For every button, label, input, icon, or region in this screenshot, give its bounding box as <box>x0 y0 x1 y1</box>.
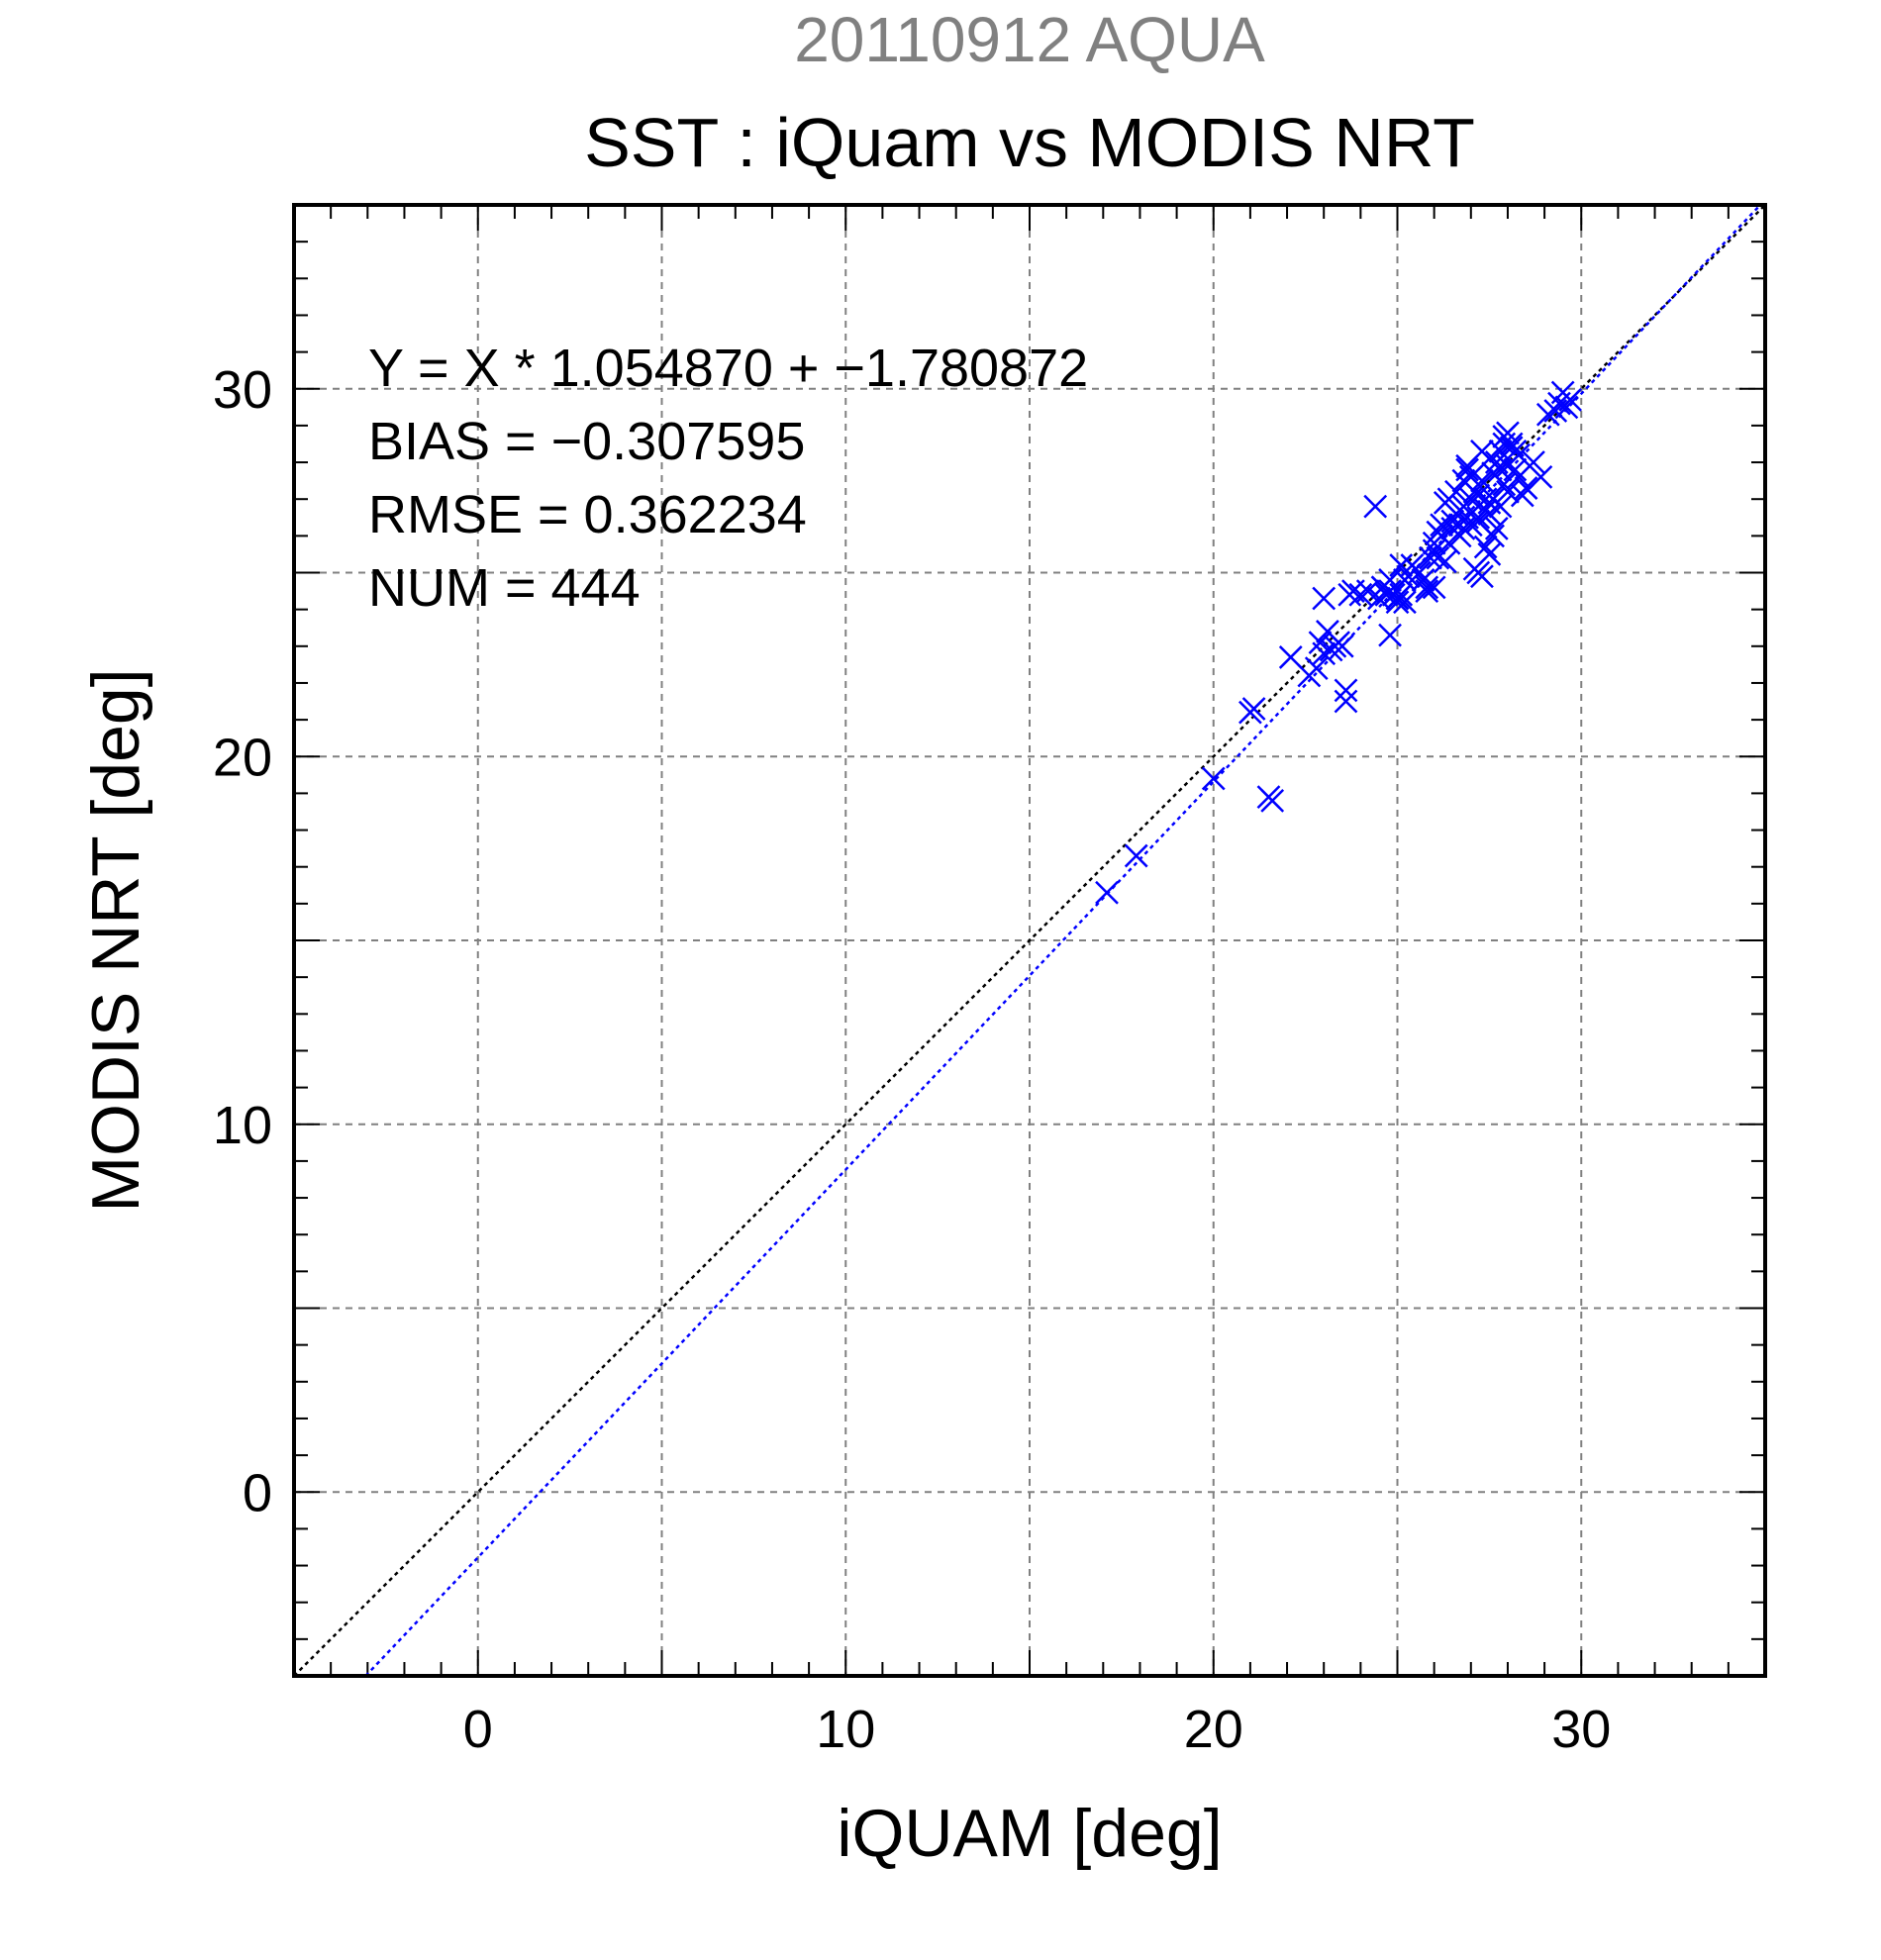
data-point <box>1095 880 1119 905</box>
data-point <box>1522 450 1545 474</box>
data-point <box>1426 520 1450 544</box>
data-point <box>1507 442 1531 467</box>
num-label: NUM = 444 <box>368 558 641 618</box>
data-point <box>1458 465 1483 489</box>
data-point <box>1355 579 1380 603</box>
data-point <box>1201 766 1226 791</box>
data-point <box>1422 575 1446 600</box>
data-point <box>1260 788 1285 813</box>
data-point <box>1492 472 1517 497</box>
data-point <box>1415 579 1439 603</box>
identity-line <box>293 204 1766 1677</box>
regression-line <box>364 204 1761 1677</box>
data-point <box>1415 575 1439 600</box>
data-point <box>1529 465 1553 489</box>
x-tick-label: 30 <box>1551 1700 1611 1759</box>
y-tick-label: 0 <box>243 1463 272 1522</box>
data-point <box>1477 502 1502 526</box>
data-point <box>1510 483 1534 508</box>
regression-equation: Y = X * 1.054870 + −1.780872 <box>368 339 1088 398</box>
x-tick-label: 20 <box>1184 1700 1243 1759</box>
data-point <box>1440 509 1465 534</box>
rmse-label: RMSE = 0.362234 <box>368 485 807 544</box>
reference-lines <box>293 204 1766 1677</box>
data-point <box>1473 535 1498 559</box>
data-point <box>1484 517 1509 540</box>
data-point <box>1312 586 1336 611</box>
data-point <box>1462 479 1487 504</box>
data-point <box>1466 509 1491 534</box>
data-point <box>1312 641 1336 666</box>
plot-frame <box>292 203 1767 1678</box>
tick-labels: 0 10 20 30 0 10 20 30 <box>213 360 1611 1759</box>
minor-ticks <box>294 205 1765 1676</box>
data-point <box>1455 457 1479 482</box>
data-point <box>1334 689 1358 714</box>
data-point <box>1378 623 1402 647</box>
data-point <box>1385 586 1410 611</box>
data-point <box>1436 487 1461 512</box>
data-point <box>1470 564 1494 589</box>
data-point <box>1334 678 1358 703</box>
x-axis-label: iQUAM [deg] <box>837 1796 1222 1871</box>
chart-title: SST : iQuam vs MODIS NRT <box>584 104 1475 181</box>
data-point <box>1389 553 1414 577</box>
data-point <box>1124 843 1148 868</box>
y-axis-label: MODIS NRT [deg] <box>78 668 153 1212</box>
data-point <box>1481 487 1505 512</box>
data-point <box>1514 476 1538 500</box>
data-point <box>1241 697 1266 721</box>
data-point <box>1558 388 1582 412</box>
data-point <box>1348 582 1373 607</box>
data-point <box>1330 634 1354 658</box>
data-point <box>1304 656 1329 680</box>
y-tick-label: 10 <box>213 1096 272 1155</box>
data-point <box>1496 479 1520 504</box>
data-point <box>1393 590 1417 615</box>
x-tick-label: 0 <box>463 1700 493 1759</box>
data-point <box>1426 545 1450 570</box>
data-point <box>1496 421 1520 445</box>
data-point <box>1378 568 1402 592</box>
x-tick-label: 10 <box>816 1700 875 1759</box>
data-point <box>1503 457 1528 482</box>
grid <box>294 205 1765 1676</box>
data-point <box>1554 395 1579 420</box>
data-point <box>1451 517 1476 540</box>
y-tick-label: 30 <box>213 360 272 420</box>
data-point <box>1363 494 1388 519</box>
data-point <box>1278 645 1303 669</box>
data-point <box>1477 542 1502 566</box>
data-point <box>1458 487 1483 512</box>
data-point <box>1433 549 1457 574</box>
data-point <box>1419 545 1442 570</box>
data-point <box>1470 440 1494 463</box>
bias-label: BIAS = −0.307595 <box>368 412 805 471</box>
y-tick-label: 20 <box>213 728 272 787</box>
chart-supertitle: 20110912 AQUA <box>794 4 1265 75</box>
data-points <box>1095 380 1582 905</box>
